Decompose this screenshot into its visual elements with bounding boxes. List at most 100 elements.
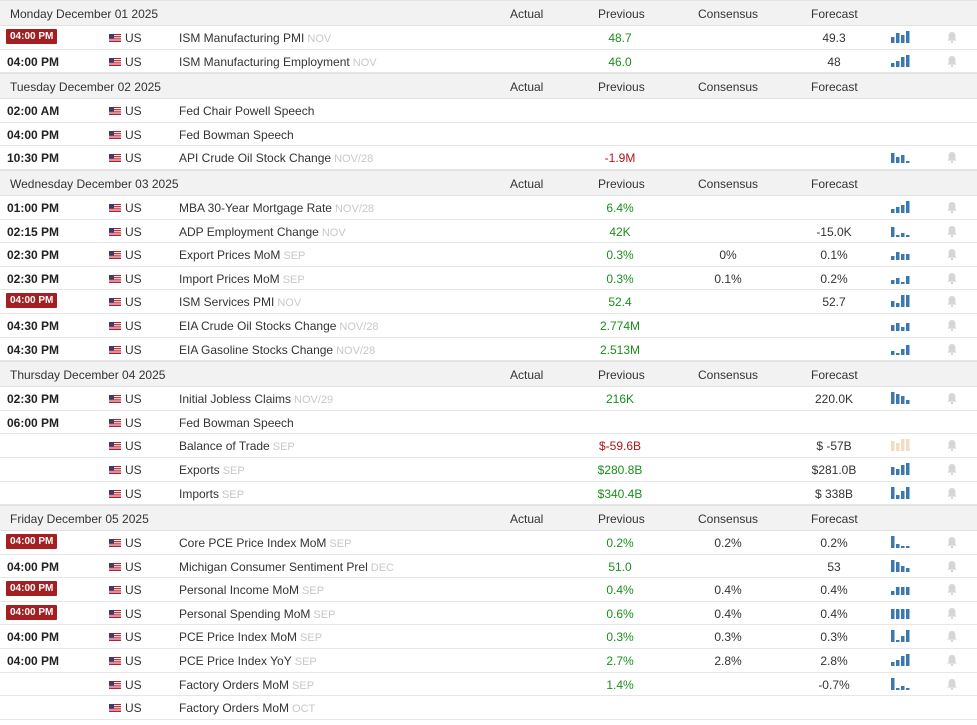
event-name[interactable]: Personal Spending MoM SEP	[179, 607, 335, 621]
event-name-text[interactable]: Core PCE Price Index MoM	[179, 536, 327, 551]
sparkline-chart-icon[interactable]	[890, 559, 912, 572]
event-row[interactable]: US Exports SEP $280.8B $281.0B	[0, 458, 977, 482]
sparkline-chart-icon[interactable]	[890, 54, 912, 67]
bell-alert-icon[interactable]	[946, 678, 958, 691]
bell-alert-icon[interactable]	[946, 583, 958, 596]
sparkline-chart-icon[interactable]	[890, 536, 912, 549]
event-name-text[interactable]: EIA Gasoline Stocks Change	[179, 342, 334, 357]
event-name[interactable]: PCE Price Index YoY SEP	[179, 654, 317, 668]
event-row[interactable]: 04:00 PM US Fed Bowman Speech	[0, 123, 977, 147]
bell-alert-icon[interactable]	[946, 225, 958, 238]
event-row[interactable]: US Balance of Trade SEP $-59.6B $ -57B	[0, 434, 977, 458]
bell-alert-icon[interactable]	[946, 55, 958, 68]
event-name-text[interactable]: Export Prices MoM	[179, 248, 281, 263]
sparkline-chart-icon[interactable]	[890, 392, 912, 405]
event-name[interactable]: Imports SEP	[179, 487, 244, 501]
event-name[interactable]: Export Prices MoM SEP	[179, 248, 305, 262]
sparkline-chart-icon[interactable]	[890, 319, 912, 331]
event-row[interactable]: 02:30 PM US Initial Jobless Claims NOV/29 21…	[0, 387, 977, 411]
event-name-text[interactable]: ISM Manufacturing Employment	[179, 54, 350, 69]
event-name[interactable]: Michigan Consumer Sentiment Prel DEC	[179, 560, 394, 574]
sparkline-chart-icon[interactable]	[890, 151, 912, 164]
event-row[interactable]: 10:30 PM US API Crude Oil Stock Change NOV/…	[0, 146, 977, 170]
bell-alert-icon[interactable]	[946, 295, 958, 308]
event-row[interactable]: 04:00 PM US ISM Manufacturing PMI NOV 48.7 49…	[0, 26, 977, 50]
sparkline-chart-icon[interactable]	[890, 295, 912, 308]
event-row[interactable]: 04:00 PM US ISM Manufacturing Employment NO…	[0, 50, 977, 74]
sparkline-chart-icon[interactable]	[890, 225, 912, 237]
sparkline-chart-icon[interactable]	[890, 200, 912, 213]
bell-alert-icon[interactable]	[946, 319, 958, 332]
sparkline-chart-icon[interactable]	[890, 654, 912, 667]
event-name[interactable]: Factory Orders MoM OCT	[179, 701, 315, 715]
event-name[interactable]: EIA Crude Oil Stocks Change NOV/28	[179, 319, 379, 333]
event-row[interactable]: 04:00 PM US PCE Price Index MoM SEP 0.3% 0.3%…	[0, 625, 977, 650]
event-name-text[interactable]: Michigan Consumer Sentiment Prel	[179, 559, 368, 574]
event-name-text[interactable]: Balance of Trade	[179, 439, 270, 454]
bell-alert-icon[interactable]	[946, 31, 958, 44]
event-row[interactable]: 04:30 PM US EIA Crude Oil Stocks Change NOV…	[0, 314, 977, 338]
sparkline-chart-icon[interactable]	[890, 486, 912, 499]
sparkline-chart-icon[interactable]	[890, 630, 912, 643]
event-row[interactable]: US Imports SEP $340.4B $ 338B	[0, 482, 977, 506]
sparkline-chart-icon[interactable]	[890, 343, 912, 355]
event-row[interactable]: 04:00 PM US ISM Services PMI NOV 52.4 52.7	[0, 290, 977, 314]
event-row[interactable]: 04:00 PM US Core PCE Price Index MoM SEP 0.2…	[0, 531, 977, 555]
event-name[interactable]: MBA 30-Year Mortgage Rate NOV/28	[179, 201, 374, 215]
event-row[interactable]: 04:00 PM US Personal Income MoM SEP 0.4% 0.4%…	[0, 578, 977, 602]
sparkline-chart-icon[interactable]	[890, 462, 912, 475]
event-row[interactable]: US Factory Orders MoM OCT	[0, 696, 977, 720]
event-name-text[interactable]: Import Prices MoM	[179, 271, 280, 286]
event-name[interactable]: ADP Employment Change NOV	[179, 225, 346, 239]
event-name[interactable]: Fed Bowman Speech	[179, 128, 297, 142]
event-row[interactable]: 06:00 PM US Fed Bowman Speech	[0, 411, 977, 435]
event-row[interactable]: US Factory Orders MoM SEP 1.4% -0.7%	[0, 673, 977, 697]
event-name-text[interactable]: ISM Services PMI	[179, 295, 275, 310]
event-name-text[interactable]: Exports	[179, 462, 220, 477]
event-name-text[interactable]: ADP Employment Change	[179, 224, 319, 239]
bell-alert-icon[interactable]	[946, 343, 958, 356]
event-name[interactable]: Exports SEP	[179, 463, 245, 477]
event-name[interactable]: API Crude Oil Stock Change NOV/28	[179, 151, 373, 165]
event-name[interactable]: ISM Manufacturing Employment NOV	[179, 55, 377, 69]
event-name[interactable]: Initial Jobless Claims NOV/29	[179, 392, 333, 406]
bell-alert-icon[interactable]	[946, 487, 958, 500]
event-name-text[interactable]: MBA 30-Year Mortgage Rate	[179, 200, 332, 215]
event-name-text[interactable]: Imports	[179, 486, 220, 501]
event-row[interactable]: 02:15 PM US ADP Employment Change NOV 42K -15…	[0, 220, 977, 244]
event-name-text[interactable]: Fed Chair Powell Speech	[179, 104, 315, 119]
event-name[interactable]: EIA Gasoline Stocks Change NOV/28	[179, 343, 375, 357]
event-name-text[interactable]: Fed Bowman Speech	[179, 415, 294, 430]
sparkline-chart-icon[interactable]	[890, 272, 912, 284]
event-name-text[interactable]: Factory Orders MoM	[179, 701, 290, 716]
sparkline-chart-icon[interactable]	[890, 31, 912, 43]
event-row[interactable]: 02:30 PM US Import Prices MoM SEP 0.3% 0.1% 0.…	[0, 267, 977, 291]
bell-alert-icon[interactable]	[946, 151, 958, 164]
event-row[interactable]: 01:00 PM US MBA 30-Year Mortgage Rate NOV/2…	[0, 196, 977, 220]
event-name[interactable]: PCE Price Index MoM SEP	[179, 630, 322, 644]
event-row[interactable]: 02:30 PM US Export Prices MoM SEP 0.3% 0% 0.1%	[0, 243, 977, 267]
bell-alert-icon[interactable]	[946, 560, 958, 573]
sparkline-chart-icon[interactable]	[890, 583, 912, 596]
event-name-text[interactable]: Personal Income MoM	[179, 583, 300, 598]
bell-alert-icon[interactable]	[946, 248, 958, 261]
event-name-text[interactable]: Factory Orders MoM	[179, 677, 290, 692]
event-name[interactable]: Core PCE Price Index MoM SEP	[179, 536, 351, 550]
bell-alert-icon[interactable]	[946, 536, 958, 549]
bell-alert-icon[interactable]	[946, 272, 958, 285]
event-name-text[interactable]: Personal Spending MoM	[179, 606, 311, 621]
event-name-text[interactable]: ISM Manufacturing PMI	[179, 31, 305, 45]
event-name-text[interactable]: Fed Bowman Speech	[179, 127, 294, 142]
event-name-text[interactable]: PCE Price Index YoY	[179, 654, 292, 669]
sparkline-chart-icon[interactable]	[890, 677, 912, 690]
event-name[interactable]: ISM Services PMI NOV	[179, 295, 301, 309]
event-name[interactable]: Personal Income MoM SEP	[179, 583, 324, 597]
bell-alert-icon[interactable]	[946, 654, 958, 667]
bell-alert-icon[interactable]	[946, 463, 958, 476]
event-name-text[interactable]: Initial Jobless Claims	[179, 392, 292, 407]
bell-alert-icon[interactable]	[946, 607, 958, 620]
event-name-text[interactable]: PCE Price Index MoM	[179, 630, 298, 645]
sparkline-chart-icon[interactable]	[890, 607, 912, 619]
event-name-text[interactable]: API Crude Oil Stock Change	[179, 151, 332, 166]
event-row[interactable]: 02:00 AM US Fed Chair Powell Speech	[0, 99, 977, 123]
